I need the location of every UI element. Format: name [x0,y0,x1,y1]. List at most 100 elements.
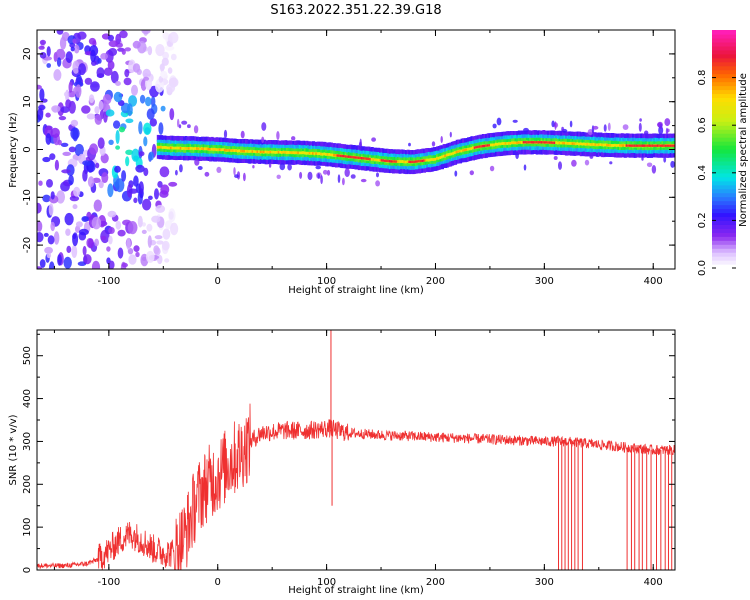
spectrogram-ridge-cell [543,145,547,150]
spectrogram-ridge-cell [367,159,371,164]
spectrogram-ridge-cell [408,162,412,166]
spectrogram-ridge-cell [650,146,653,150]
spectrogram-ridge-cell [405,154,409,160]
colorbar-cell [712,164,736,170]
spectrogram-ridge-cell [426,160,430,165]
spectrogram-noise-cell [142,198,152,211]
spectrogram-ridge-cell [390,153,394,159]
snr-ylabel: SNR (10 * v/v) [8,414,19,485]
spectrogram-sidelobe [337,174,341,184]
colorbar-cell [712,81,736,87]
spectrogram-ridge-cell [468,137,472,144]
spectrogram-ridge-cell [184,153,188,160]
spectrogram-ridge-cell [411,150,415,157]
spectrogram-ridge-cell [429,162,433,168]
spectrogram-ridge-cell [344,159,348,165]
spectrogram-ridge-cell [416,149,420,156]
colorbar-cell [712,49,736,55]
colorbar-cell [712,77,736,83]
spectrogram-ridge-cell [517,130,521,138]
spectrogram-ridge-cell [517,134,521,140]
spectrogram-ridge-cell [228,138,232,146]
spectrogram-noise-cell [82,169,88,182]
spectrogram-ridge-cell [156,147,160,152]
spectrogram-ridge-cell [379,156,382,160]
spectrogram-sidelobe [233,167,236,176]
spectrogram-ridge-core [271,150,275,154]
spectrogram-ridge-cell [511,135,515,140]
spectrogram-sidelobe [489,165,495,172]
spectrogram-ridge-cell [235,146,239,151]
spectrogram-ridge-cell [303,155,307,161]
spectrogram-ridge-cell [470,144,474,148]
spectrogram-ridge-cell [374,164,378,172]
spectrogram-ridge-cell [650,138,653,143]
spectrogram-ridge-cell [325,149,329,154]
spectrogram-ridge-cell [645,133,649,141]
spectrogram-ridge-cell [392,157,395,161]
spectrogram-noise-cell [53,69,62,81]
spectrogram-ridge-cell [253,139,257,147]
spectrogram-ridge-cell [160,143,164,147]
spectrogram-noise-cell [107,183,114,198]
spectrogram-ridge-cell [485,151,489,158]
spectrogram-ridge-cell [607,140,611,145]
spectrogram-ridge-cell [586,132,590,140]
spectrogram-ridge-cell [341,144,345,151]
spectrogram-noise-cell [135,251,140,258]
spectrogram-noise-cell [148,151,155,161]
spectrogram-ridge-cell [413,167,417,174]
spectrogram-ridge-core [230,149,234,152]
spectrogram-sidelobe [322,169,328,175]
spectrogram-ridge-cell [472,140,475,146]
spectrogram-ridge-cell [236,156,240,164]
spectrogram-ridge-cell [498,146,502,152]
spectrogram-ridge-cell [436,158,440,163]
spectrogram-noise-cell [69,195,80,202]
spectrogram-ridge-cell [668,138,671,144]
spectrogram-ridge-cell [654,150,658,158]
spectrogram-ridge-cell [596,137,600,143]
spectrogram-ridge-cell [583,139,587,144]
spectrogram-ridge-cell [266,144,270,150]
spectrogram-ridge-cell [423,153,426,158]
spectrogram-ridge-cell [650,141,653,146]
spectrogram-ridge-core [354,156,358,159]
spectrogram-ridge-cell [455,155,459,160]
spectrogram-ridge-cell [468,151,472,157]
spectrogram-ridge-cell [277,148,281,153]
spectrogram-ridge-cell [186,140,190,146]
spectrogram-noise-cell [161,57,169,66]
spectrogram-ridge-core [483,144,487,148]
spectrogram-ridge-cell [398,162,402,166]
spectrogram-ridge-cell [392,164,395,169]
spectrogram-ridge-cell [367,154,371,159]
spectrogram-ridge-cell [330,157,333,163]
spectrogram-ridge-core [432,158,436,161]
spectrogram-ridge-cell [328,150,332,154]
spectrogram-ridge-cell [579,144,583,148]
spectrogram-ridge-cell [437,161,441,166]
colorbar-cell [712,184,736,190]
spectrogram-ridge-cell [671,133,675,141]
spectrogram-ridge-cell [584,136,588,142]
spectrogram-ridge-cell [426,165,430,172]
spectrogram-ridge-cell [364,159,368,163]
spectrogram-ridge-core [499,142,503,145]
spectrogram-ridge-cell [176,151,180,157]
spectrogram-ridge-cell [300,153,304,157]
spectrogram-ridge-cell [246,156,250,164]
spectrogram-ridge-core [560,141,564,145]
spectrogram-ridge-core [501,142,505,145]
spectrogram-ridge-cell [228,151,232,155]
spectrogram-ridge-cell [176,140,180,146]
spectrogram-ridge-cell [527,142,531,147]
spectrogram-ridge-cell [233,138,237,146]
spectrogram-ridge-core [333,153,337,157]
spectrogram-ridge-cell [220,150,224,154]
spectrogram-ridge-core [610,144,614,147]
spectrogram-ridge-cell [439,157,443,162]
spectrogram-ridge-cell [552,135,556,140]
spectrogram-ridge-cell [521,130,524,138]
spectrogram-ridge-cell [597,136,601,142]
